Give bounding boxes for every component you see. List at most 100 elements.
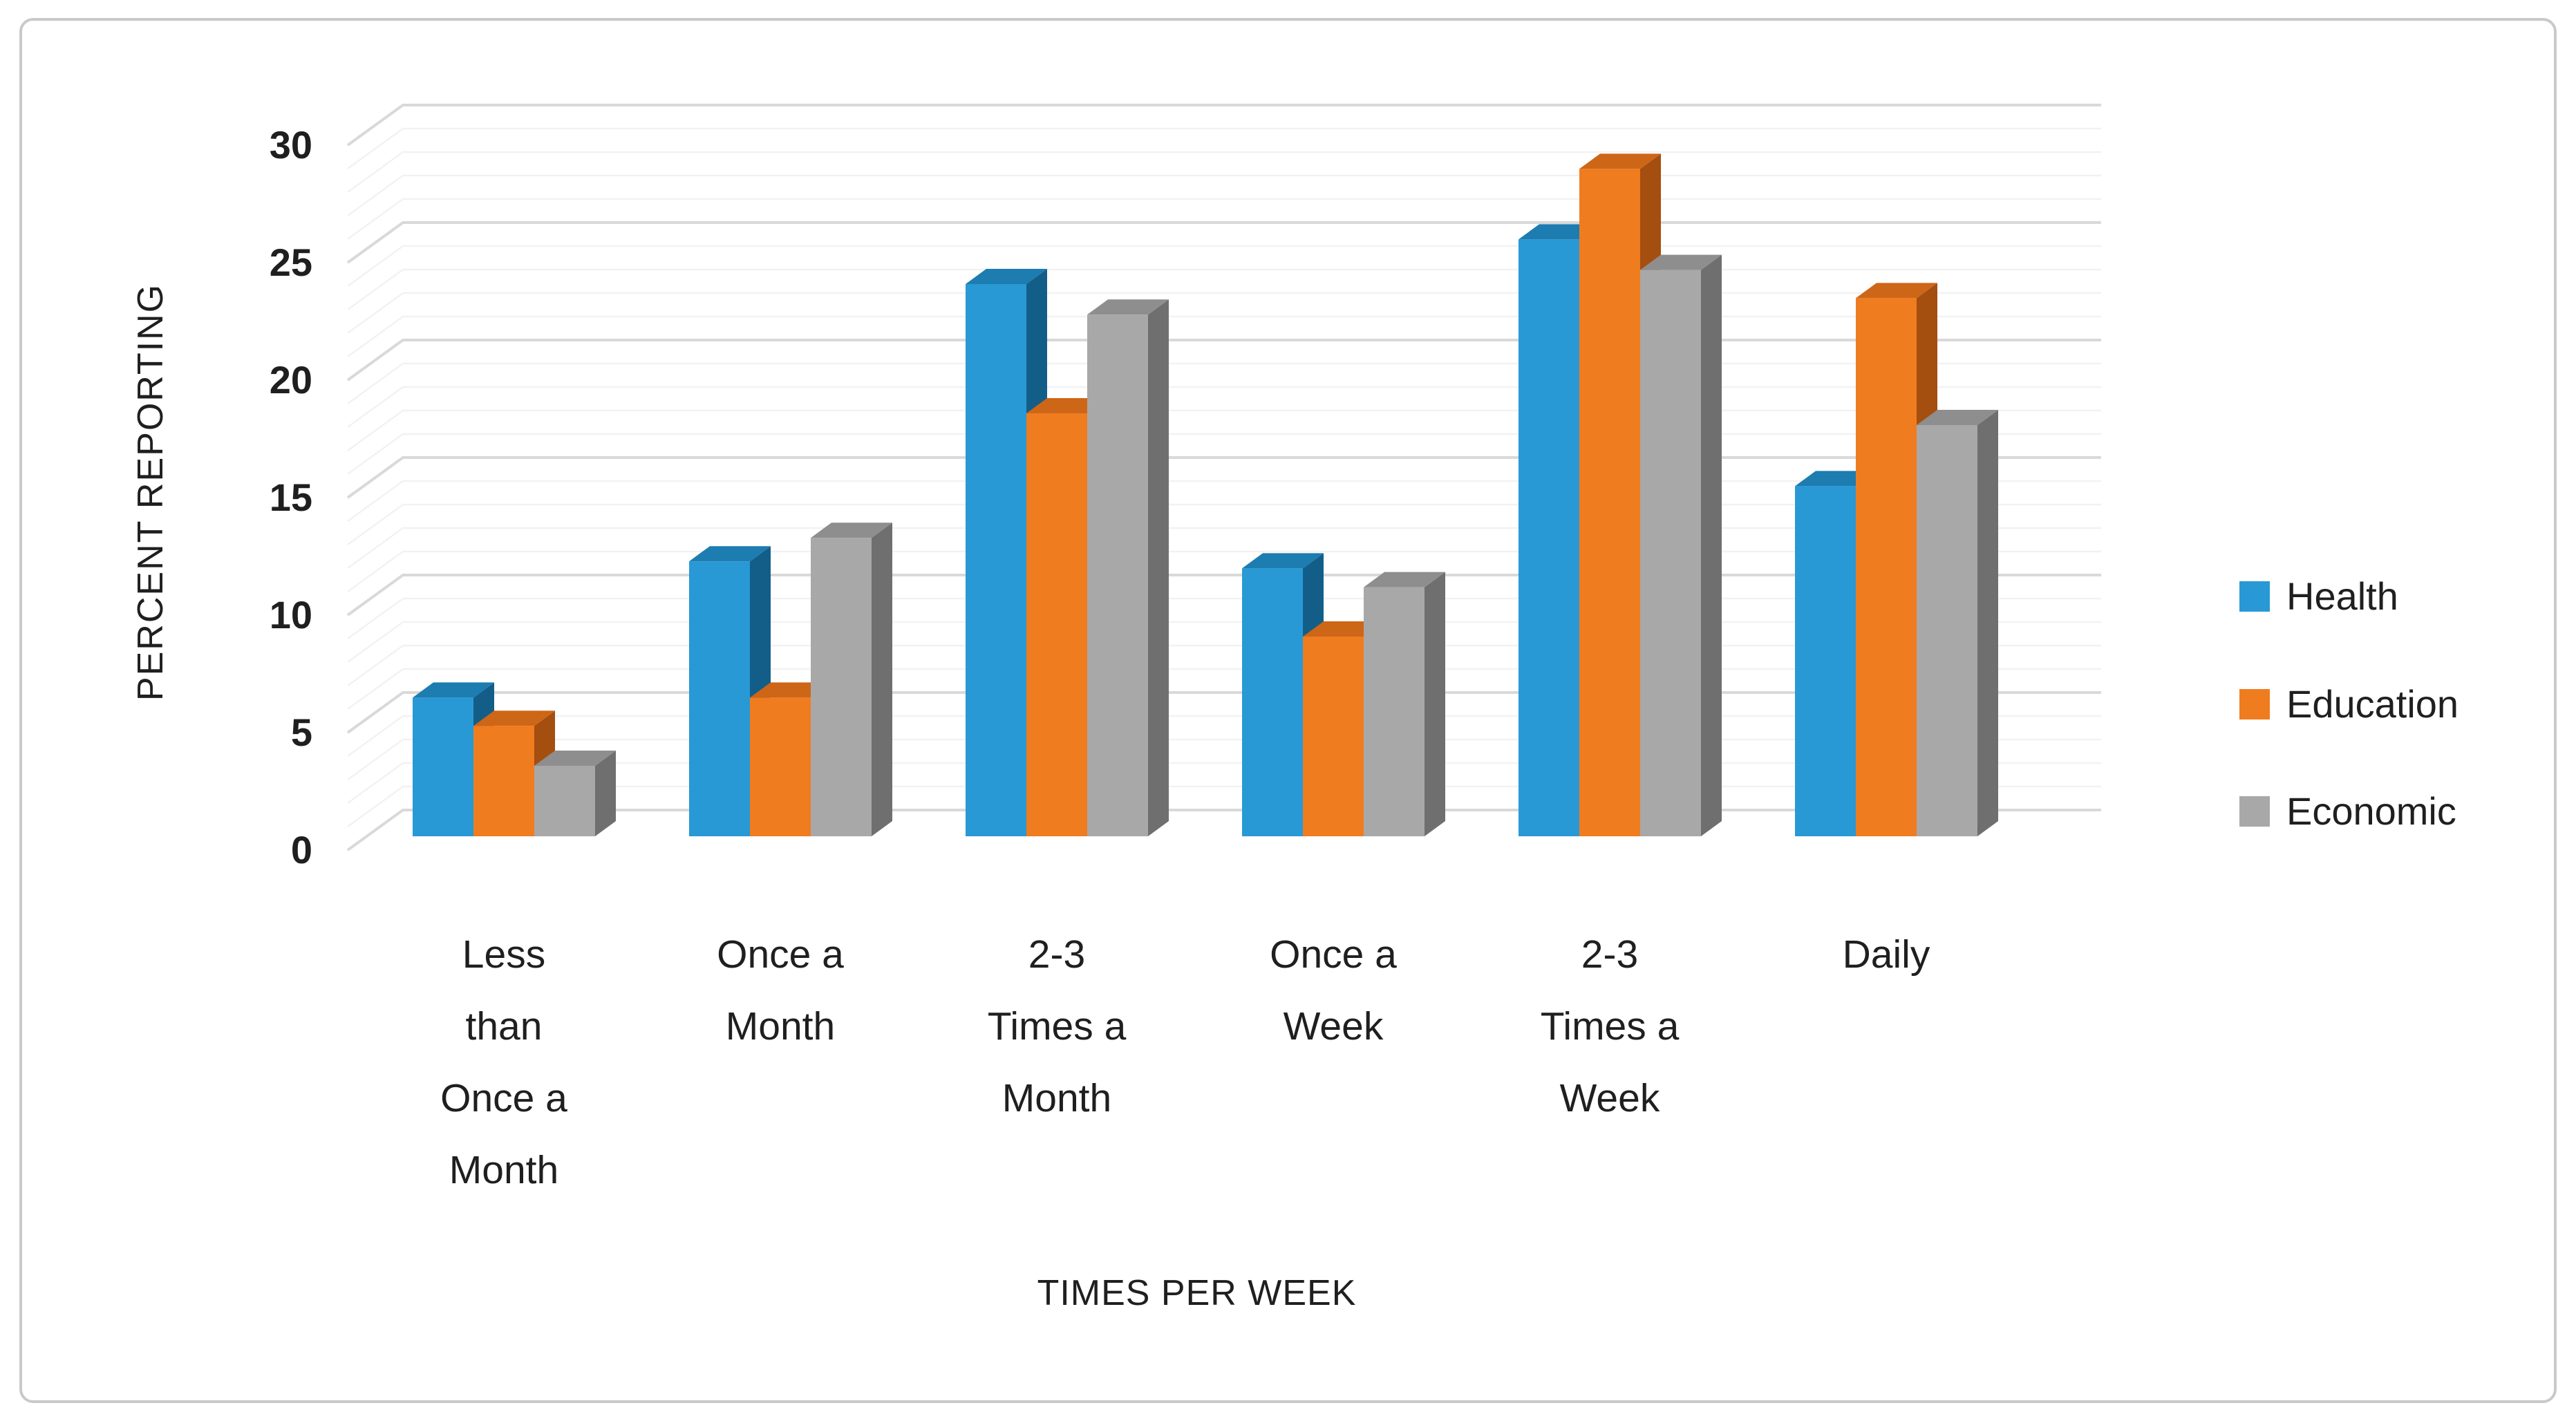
category-label-line: Once a <box>1270 932 1397 977</box>
category-label-line: Once a <box>717 932 844 977</box>
bar-side-face <box>1977 410 1998 836</box>
bar-group-3 <box>1242 553 1445 836</box>
bar-top-face <box>473 710 555 726</box>
y-tick-label-15: 15 <box>270 476 312 519</box>
minor-gridline-27 <box>347 174 2101 217</box>
bar-top-face <box>1856 283 1937 299</box>
minor-gridline-28 <box>347 151 2101 194</box>
bars <box>413 153 1998 837</box>
category-label-0: Less than Once a Month <box>440 932 567 1192</box>
major-gridline-30 <box>346 104 2101 147</box>
bar-economic-4 <box>1640 254 1722 837</box>
bar-front-face <box>1364 587 1425 836</box>
category-label-line: Less <box>462 932 545 977</box>
legend-swatch-education <box>2239 689 2270 719</box>
bar-group-0 <box>413 682 616 836</box>
bar-front-face <box>1579 169 1640 836</box>
bar-economic-0 <box>534 751 616 836</box>
bar-top-face <box>689 546 771 562</box>
bar-front-face <box>1087 314 1148 836</box>
bar-economic-5 <box>1917 410 1998 836</box>
bar-side-face <box>872 523 892 836</box>
category-label-line: Week <box>1284 1004 1384 1048</box>
bar-front-face <box>689 561 750 836</box>
bar-front-face <box>1519 239 1579 836</box>
y-tick-label-0: 0 <box>291 828 312 872</box>
category-label-1: Once a Month <box>717 932 844 1048</box>
legend-label-education: Education <box>2286 682 2459 726</box>
legend-swatch-health <box>2239 581 2270 612</box>
legend-item-health: Health <box>2239 574 2398 618</box>
bar-economic-3 <box>1364 572 1445 836</box>
bar-top-face <box>413 682 494 698</box>
category-label-line: than <box>466 1004 543 1048</box>
x-axis-title: TIMES PER WEEK <box>1037 1273 1357 1313</box>
legend-label-economic: Economic <box>2286 789 2456 833</box>
category-label-line: Month <box>449 1148 558 1192</box>
bar-front-face <box>811 538 872 836</box>
minor-gridline-29 <box>347 127 2101 170</box>
bar-top-face <box>1579 153 1661 169</box>
bar-side-face <box>1148 299 1169 836</box>
bar-front-face <box>473 726 534 836</box>
bar-economic-2 <box>1087 299 1169 836</box>
category-label-line: Once a <box>440 1076 567 1120</box>
bar-group-1 <box>689 523 892 836</box>
major-gridline-25 <box>346 221 2101 264</box>
category-label-line: 2-3 <box>1581 932 1638 977</box>
bar-front-face <box>1242 568 1303 836</box>
bar-top-face <box>1364 572 1445 587</box>
legend-swatch-economic <box>2239 796 2270 827</box>
bar-top-face <box>811 523 892 538</box>
bar-front-face <box>750 697 811 836</box>
bar-top-face <box>966 269 1047 284</box>
legend-item-economic: Economic <box>2239 789 2456 833</box>
bar-front-face <box>1303 637 1364 836</box>
bar-side-face <box>1425 572 1445 836</box>
bar-group-5 <box>1795 283 1998 836</box>
legend: Health Education Economic <box>2239 574 2459 833</box>
legend-item-education: Education <box>2239 682 2459 726</box>
frame-border <box>19 18 2557 1403</box>
category-label-3: Once a Week <box>1270 932 1397 1048</box>
category-label-line: Month <box>1002 1076 1111 1120</box>
bar-front-face <box>1795 486 1856 836</box>
bar-top-face <box>1087 299 1169 315</box>
bar-top-face <box>1640 254 1722 270</box>
category-label-4: 2-3 Times a Week <box>1541 932 1680 1120</box>
category-label-line: Month <box>726 1004 835 1048</box>
bar-group-4 <box>1519 153 1722 837</box>
category-label-line: 2-3 <box>1028 932 1085 977</box>
y-tick-label-5: 5 <box>291 710 312 754</box>
bar-front-face <box>1917 425 1977 836</box>
x-axis-category-labels: Less than Once a Month Once a Month 2-3 Times a… <box>440 932 1930 1192</box>
bar-top-face <box>1917 410 1998 425</box>
bar-group-2 <box>966 269 1169 836</box>
bar-front-face <box>1856 298 1917 836</box>
bar-side-face <box>1701 254 1722 837</box>
y-tick-label-30: 30 <box>270 123 312 167</box>
y-axis-title: PERCENT REPORTING <box>131 283 171 701</box>
bar-top-face <box>534 751 616 766</box>
bar-front-face <box>966 284 1026 836</box>
bar-economic-1 <box>811 523 892 836</box>
legend-label-health: Health <box>2286 574 2398 618</box>
category-label-5: Daily <box>1843 932 1930 977</box>
y-tick-label-20: 20 <box>270 358 312 402</box>
category-label-line: Daily <box>1843 932 1930 977</box>
bar-front-face <box>413 697 473 836</box>
category-label-line: Times a <box>988 1004 1127 1048</box>
minor-gridline-26 <box>347 198 2101 241</box>
y-axis-tick-labels: 0 5 10 15 20 25 30 <box>270 123 312 872</box>
category-label-2: 2-3 Times a Month <box>988 932 1127 1120</box>
bar-education-0 <box>473 710 555 836</box>
bar-front-face <box>534 766 595 836</box>
y-tick-label-10: 10 <box>270 593 312 637</box>
bar-front-face <box>1640 270 1701 837</box>
bar-top-face <box>1242 553 1324 569</box>
bar-front-face <box>1026 413 1087 836</box>
bar-side-face <box>595 751 616 836</box>
y-tick-label-25: 25 <box>270 241 312 284</box>
